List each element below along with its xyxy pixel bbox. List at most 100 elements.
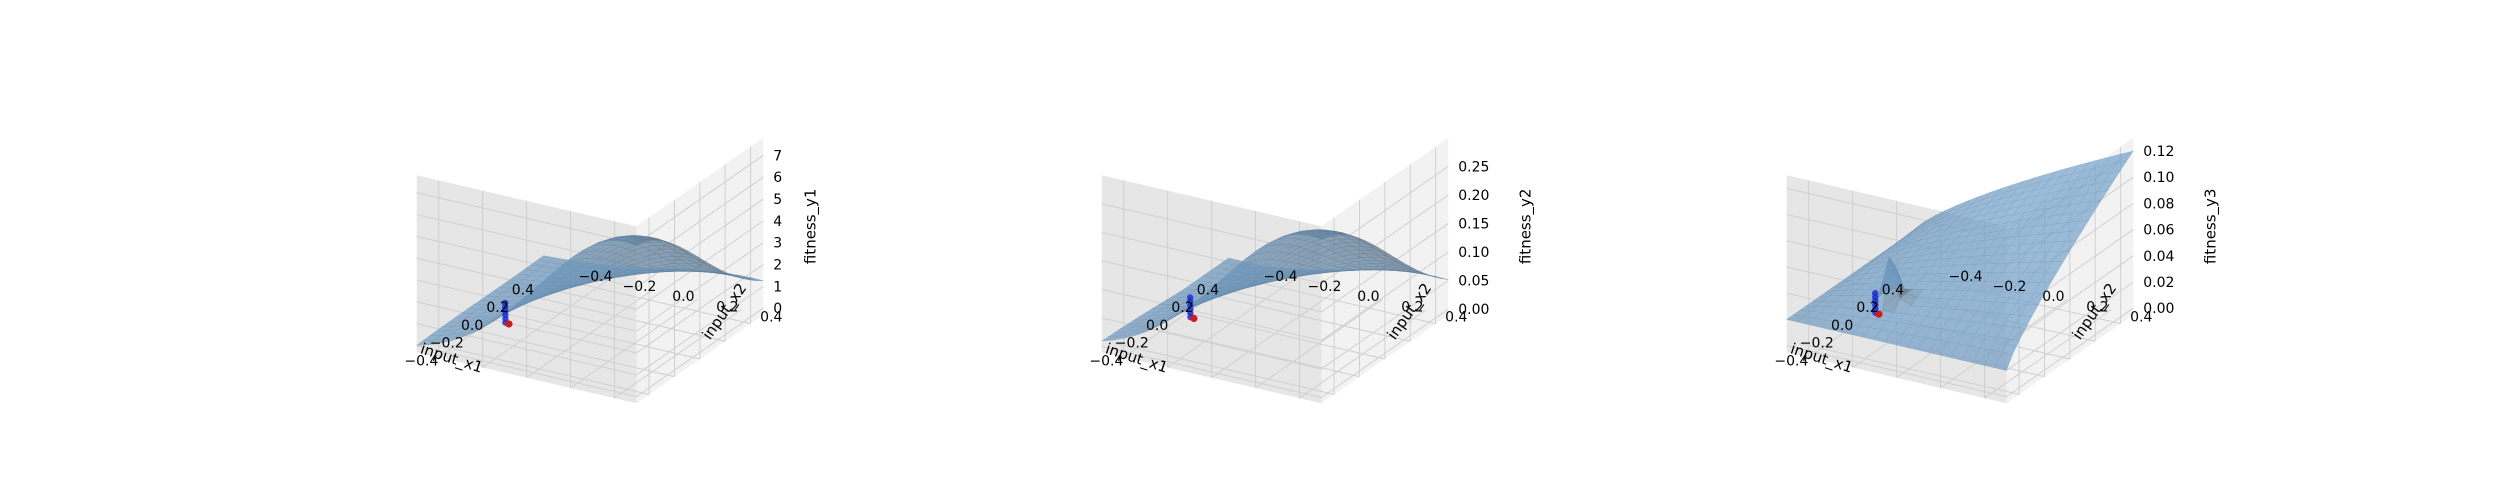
y-tick-label: −0.2 [622,279,656,295]
x-tick-label: 0.2 [1171,300,1193,316]
z-tick-label: 0.05 [1458,274,1489,290]
y-tick-label: 0.0 [2042,289,2064,305]
data-point-blue [1186,294,1194,301]
z-tick-label: 5 [773,192,782,208]
data-point-blue [501,299,509,307]
grid-line [1786,345,2007,398]
grid-line [1255,299,1383,389]
data-point-red [1190,314,1198,323]
surface-patch [1907,221,1925,236]
chart-panel-3: −0.4−0.20.00.20.4−0.4−0.20.00.20.40.000.… [1774,137,2220,404]
x-tick-label: 0.0 [1831,318,1853,334]
x-tick-label: 0.4 [1882,283,1904,299]
z-tick-label: 7 [773,148,782,164]
x-tick-label: −0.2 [1115,336,1149,352]
x-tick-label: 0.0 [1146,318,1168,334]
y-tick-label: 0.0 [1357,289,1379,305]
grid-line [636,285,764,376]
y-tick-label: −0.2 [1307,279,1341,295]
grid-line [636,242,764,332]
y-tick-label: −0.4 [579,269,613,285]
surface [416,235,764,346]
z-tick-label: 3 [773,236,782,252]
grid-line [416,301,637,354]
x-tick-label: 0.2 [1856,300,1878,316]
grid-line [636,154,764,245]
x-tick-label: −0.2 [430,336,464,352]
grid-line [1101,288,1322,341]
z-tick-label: 0.10 [2143,170,2174,186]
grid-line [2006,307,2134,398]
x-tick-label: −0.2 [1800,336,1834,352]
z-tick-label: 0.12 [2143,144,2174,160]
x-tick-label: −0.4 [404,353,438,369]
grid-line [2006,255,2134,345]
grid-line [1984,309,2112,399]
z-tick-label: 0.25 [1458,159,1489,175]
z-tick-label: 0.00 [2143,301,2174,317]
z-axis-label: fitness_y1 [801,188,820,264]
z-tick-label: 0.02 [2143,275,2174,291]
y-tick-label: 0.4 [760,310,782,326]
z-tick-label: 0 [773,301,782,317]
z-tick-label: 0.20 [1458,188,1489,204]
surface [1100,229,1449,342]
y-tick-label: 0.4 [1445,310,1467,326]
z-tick-label: 0.06 [2143,223,2174,239]
z-tick-label: 2 [773,258,782,274]
z-tick-label: 0.04 [2143,249,2174,265]
z-tick-label: 4 [773,214,782,230]
data-point-red [1875,310,1883,318]
grid-line [614,309,742,399]
data-point-red [505,320,513,328]
chart-panel-2: −0.4−0.20.00.20.4−0.4−0.20.00.20.40.000.… [1089,137,1535,404]
y-tick-label: 0.2 [2086,299,2108,315]
grid-line [636,264,764,354]
grid-line [1321,251,1449,341]
z-tick-label: 0.15 [1458,216,1489,232]
grid-line [2006,281,2134,371]
grid-line [1167,278,1295,368]
surface-patch [536,255,556,263]
y-tick-label: 0.2 [716,299,738,315]
y-tick-label: −0.4 [1264,269,1298,285]
x-tick-label: 0.2 [486,300,508,316]
y-tick-label: 0.2 [1401,299,1423,315]
grid-line [1299,309,1427,399]
grid-line [1211,288,1339,379]
z-tick-label: 0.00 [1458,302,1489,318]
chart-panel-1: −0.4−0.20.00.20.4−0.4−0.20.00.20.4012345… [404,137,820,404]
surface-patch [1221,257,1241,266]
surface [1786,150,2134,371]
y-tick-label: −0.2 [1992,279,2026,295]
markers [1871,290,1883,318]
y-tick-label: −0.4 [1949,269,1983,285]
grid-line [416,279,637,332]
grid-line [636,198,764,288]
z-tick-label: 6 [773,170,782,186]
x-tick-label: −0.4 [1774,353,1808,369]
grid-line [636,307,764,398]
z-tick-label: 1 [773,279,782,295]
x-tick-label: 0.4 [1197,283,1219,299]
z-tick-label: 0.08 [2143,196,2174,212]
y-tick-label: 0.4 [2130,310,2152,326]
markers [501,299,513,328]
grid-line [1321,308,1449,398]
x-tick-label: 0.4 [512,283,534,299]
grid-line [1101,345,1322,398]
grid-line [1321,280,1449,370]
markers [1186,294,1198,323]
grid-line [570,299,698,389]
grid-line [482,278,610,368]
x-tick-label: 0.0 [461,318,483,334]
z-tick-label: 0.10 [1458,245,1489,261]
y-tick-label: 0.0 [672,289,694,305]
grid-line [416,345,637,398]
grid-line [526,288,654,379]
x-tick-label: −0.4 [1089,353,1123,369]
grid-line [416,192,637,245]
z-axis-label: fitness_y3 [2201,188,2220,264]
z-axis-label: fitness_y2 [1516,188,1535,264]
